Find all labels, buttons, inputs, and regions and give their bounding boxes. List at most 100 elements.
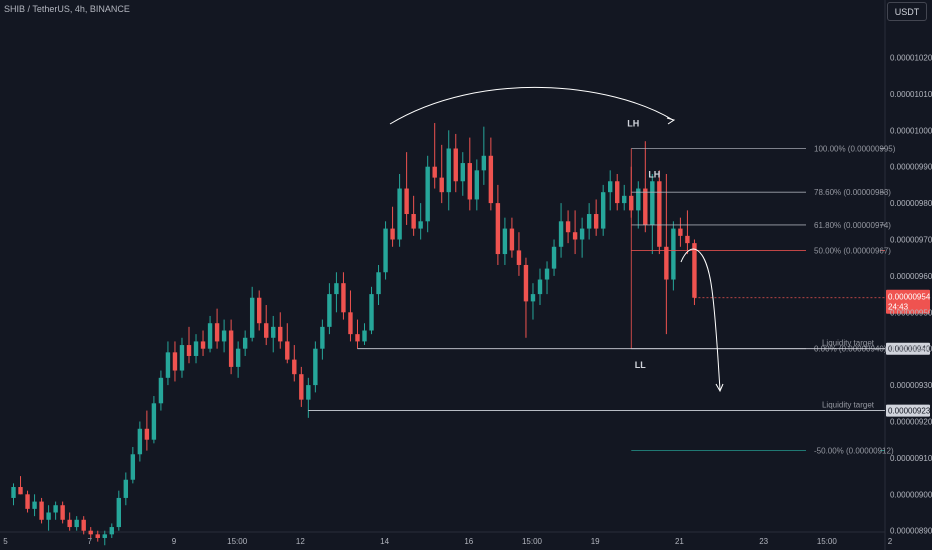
fib-level-label: 100.00% (0.00000995) bbox=[814, 145, 896, 154]
candle-body bbox=[341, 283, 346, 313]
candle-countdown: 24:43 bbox=[888, 303, 909, 312]
candle-body bbox=[460, 163, 465, 182]
currency-button[interactable]: USDT bbox=[887, 2, 927, 21]
candle-body bbox=[32, 501, 37, 509]
candle-body bbox=[214, 323, 220, 342]
candle-body bbox=[369, 294, 374, 331]
y-tick-label: 0.00001010 bbox=[890, 90, 932, 99]
candle-body bbox=[692, 243, 697, 298]
x-tick-label: 5 bbox=[3, 537, 8, 546]
candle-body bbox=[95, 534, 100, 538]
pivot-label: LH bbox=[627, 118, 639, 128]
candle-body bbox=[53, 505, 58, 513]
candle-body bbox=[608, 181, 613, 193]
y-tick-label: 0.00000990 bbox=[890, 163, 932, 172]
candle-body bbox=[228, 330, 234, 367]
candle-body bbox=[600, 192, 606, 229]
candle-body bbox=[123, 479, 129, 498]
candle-body bbox=[292, 359, 297, 375]
candle-body bbox=[383, 228, 388, 273]
candle-body bbox=[88, 530, 93, 535]
candle-body bbox=[235, 348, 241, 367]
candle-body bbox=[678, 228, 683, 236]
candle-body bbox=[186, 345, 192, 356]
candle-body bbox=[558, 221, 564, 247]
candle-body bbox=[348, 312, 353, 335]
candle-body bbox=[579, 228, 585, 240]
candle-body bbox=[551, 246, 557, 269]
candle-body bbox=[615, 181, 620, 204]
arrow-head bbox=[715, 383, 724, 393]
candle-body bbox=[671, 228, 676, 280]
candle-body bbox=[523, 264, 529, 302]
x-tick-label: 15:00 bbox=[227, 537, 248, 546]
liquidity-label: Liquidity target bbox=[822, 339, 875, 348]
y-tick-label: 0.00001020 bbox=[890, 54, 932, 63]
candle-body bbox=[285, 341, 290, 360]
candle-body bbox=[39, 501, 44, 520]
candle-body bbox=[313, 348, 318, 386]
arrow-head bbox=[666, 117, 676, 125]
candle-body bbox=[593, 214, 599, 229]
candle-body bbox=[418, 221, 423, 229]
x-tick-label: 14 bbox=[380, 537, 389, 546]
y-tick-label: 0.00000900 bbox=[890, 490, 932, 499]
candle-body bbox=[467, 163, 472, 200]
candle-body bbox=[102, 534, 107, 538]
y-tick-label: 0.00001000 bbox=[890, 126, 932, 135]
candle-body bbox=[74, 519, 79, 528]
candle-body bbox=[257, 297, 262, 324]
candle-body bbox=[137, 428, 143, 455]
candle-body bbox=[565, 221, 571, 233]
candle-body bbox=[151, 403, 157, 440]
candle-body bbox=[390, 228, 395, 240]
candle-body bbox=[537, 279, 543, 295]
pivot-label: LL bbox=[635, 360, 646, 370]
candle-body bbox=[144, 428, 150, 440]
x-tick-label: 19 bbox=[591, 537, 600, 546]
candle-body bbox=[242, 337, 248, 349]
grid bbox=[0, 0, 886, 550]
candle-body bbox=[207, 323, 213, 349]
y-tick-label: 0.00000960 bbox=[890, 272, 932, 281]
candle-body bbox=[572, 232, 578, 240]
fib-level-label: 50.00% (0.00000967) bbox=[814, 246, 891, 255]
candle-body bbox=[439, 177, 444, 193]
candle-body bbox=[299, 374, 304, 400]
liquidity-price-label: 0.00000940 bbox=[888, 345, 931, 354]
candle-body bbox=[495, 203, 501, 255]
x-tick-label: 9 bbox=[172, 537, 177, 546]
candle-body bbox=[249, 297, 255, 338]
candle-body bbox=[306, 385, 311, 400]
candle-body bbox=[586, 214, 592, 229]
candle-body bbox=[278, 326, 283, 342]
current-price-box bbox=[886, 289, 930, 314]
y-tick-label: 0.00000890 bbox=[890, 527, 932, 536]
candle-body bbox=[25, 494, 30, 509]
candle-body bbox=[46, 512, 51, 520]
candle-body bbox=[200, 341, 206, 349]
x-tick-label: 21 bbox=[675, 537, 684, 546]
fib-level-label: 0.00% (0.00000940) bbox=[814, 345, 887, 354]
candle-body bbox=[432, 166, 437, 178]
annotations: LH LH LL bbox=[389, 87, 724, 393]
candle-body bbox=[622, 195, 627, 204]
candle-body bbox=[11, 487, 16, 498]
candle-body bbox=[355, 334, 360, 342]
y-tick-label: 0.00000920 bbox=[890, 418, 932, 427]
x-tick-label: 7 bbox=[88, 537, 93, 546]
y-tick-label: 0.00000980 bbox=[890, 199, 932, 208]
candle-body bbox=[404, 188, 409, 215]
projection-arrow bbox=[680, 248, 721, 391]
x-tick-label: 23 bbox=[759, 537, 768, 546]
x-axis: 5 7 9 15:00 12 14 16 15:00 19 21 23 15:00 2 bbox=[3, 537, 893, 546]
candle-body bbox=[481, 155, 487, 171]
candle-body bbox=[221, 330, 227, 342]
y-tick-label: 0.00000910 bbox=[890, 454, 932, 463]
x-tick-label: 15:00 bbox=[817, 537, 838, 546]
liquidity-price-box bbox=[886, 404, 930, 417]
x-tick-label: 16 bbox=[464, 537, 473, 546]
rounded-top-arrow bbox=[389, 87, 674, 125]
candle-body bbox=[271, 326, 276, 338]
